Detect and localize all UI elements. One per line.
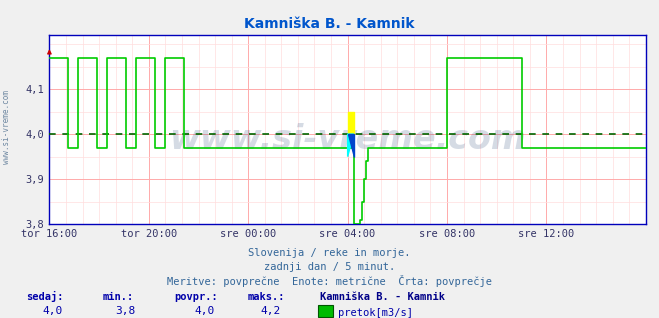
- Text: 4,0: 4,0: [43, 306, 63, 316]
- Polygon shape: [348, 134, 354, 156]
- Text: Kamniška B. - Kamnik: Kamniška B. - Kamnik: [320, 292, 445, 301]
- Text: zadnji dan / 5 minut.: zadnji dan / 5 minut.: [264, 262, 395, 272]
- Text: 4,0: 4,0: [194, 306, 215, 316]
- Text: 4,2: 4,2: [260, 306, 281, 316]
- Text: pretok[m3/s]: pretok[m3/s]: [338, 308, 413, 318]
- Text: Slovenija / reke in morje.: Slovenija / reke in morje.: [248, 248, 411, 258]
- Text: Meritve: povprečne  Enote: metrične  Črta: povprečje: Meritve: povprečne Enote: metrične Črta:…: [167, 275, 492, 287]
- Text: povpr.:: povpr.:: [175, 292, 218, 301]
- Polygon shape: [348, 134, 354, 156]
- Text: Kamniška B. - Kamnik: Kamniška B. - Kamnik: [244, 17, 415, 31]
- Text: min.:: min.:: [102, 292, 133, 301]
- Text: maks.:: maks.:: [247, 292, 285, 301]
- Text: www.si-vreme.com: www.si-vreme.com: [169, 122, 526, 156]
- Text: sedaj:: sedaj:: [26, 291, 64, 301]
- Text: 3,8: 3,8: [115, 306, 136, 316]
- Text: www.si-vreme.com: www.si-vreme.com: [2, 90, 11, 164]
